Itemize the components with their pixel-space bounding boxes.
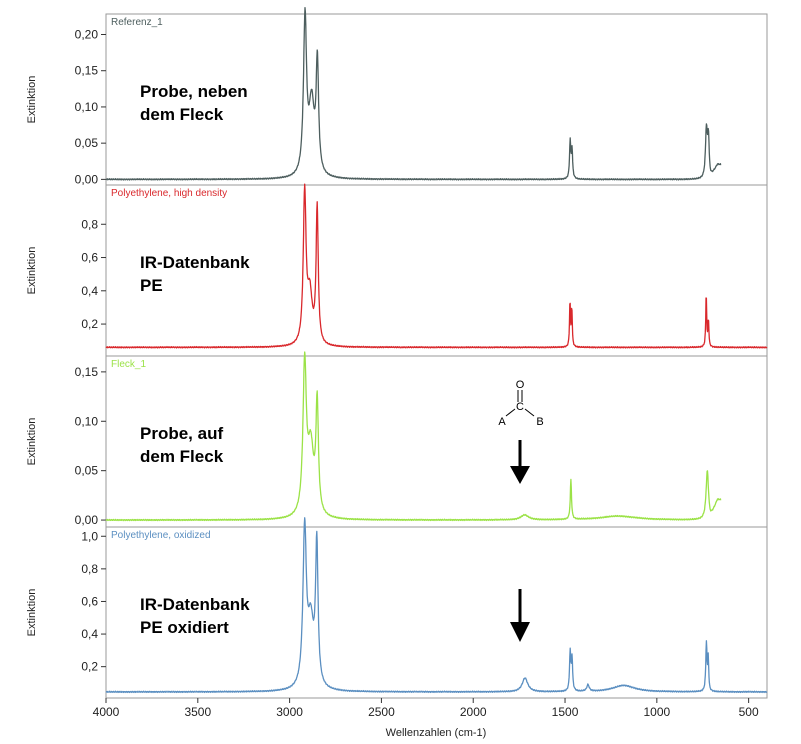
spectrum-panel: 0,00 0,05 0,10 0,15 0,20 Extinktion Referenz_1…	[26, 7, 768, 186]
bond-left	[505, 408, 516, 417]
carbonyl-structure: O C A B	[498, 379, 543, 428]
down-arrow-icon	[510, 440, 530, 484]
y-tick-label: 0,6	[81, 251, 98, 265]
down-arrow-icon	[510, 589, 530, 642]
y-axis-label: Extinktion	[26, 247, 38, 295]
spectrum-panel: 0,00 0,05 0,10 0,15 Extinktion Fleck_1 Probe, …	[26, 351, 768, 528]
spectrum-line	[105, 7, 722, 181]
panel-frame	[105, 526, 768, 699]
y-tick-label: 0,8	[81, 217, 98, 231]
series-name-label: Referenz_1	[111, 17, 163, 28]
panel-annotation-line: dem Fleck	[140, 105, 224, 124]
atom-label-a: A	[498, 416, 506, 428]
spectrum-panel: 0,2 0,4 0,6 0,8 Extinktion Polyethylene, high…	[26, 183, 768, 357]
y-axis-label: Extinktion	[26, 589, 38, 637]
panel-annotation-line: PE oxidiert	[140, 618, 229, 637]
y-tick-label: 0,4	[81, 284, 98, 298]
y-tick-label: 0,05	[75, 136, 99, 150]
x-axis: 4000 3500 3000 2500 2000 1500 1000 500	[93, 698, 759, 719]
series-name-label: Polyethylene, high density	[111, 188, 227, 199]
y-tick-label: 0,4	[81, 627, 98, 641]
x-tick-label: 4000	[93, 705, 120, 719]
series-name-label: Polyethylene, oxidized	[111, 530, 211, 541]
y-tick-label: 0,2	[81, 660, 98, 674]
spectrum-panel: 0,2 0,4 0,6 0,8 1,0 Extinktion Polyethylene, o…	[26, 517, 768, 699]
atom-label-o: O	[516, 379, 525, 391]
atom-label-c: C	[516, 401, 524, 413]
y-tick-label: 0,8	[81, 562, 98, 576]
spectrum-line	[105, 517, 768, 694]
y-tick-label: 0,00	[75, 172, 99, 186]
x-tick-label: 2000	[460, 705, 487, 719]
y-tick-label: 0,6	[81, 594, 98, 608]
bond-right	[524, 408, 535, 417]
x-tick-label: 1000	[643, 705, 670, 719]
y-tick-label: 0,10	[75, 100, 99, 114]
panel-annotation-line: Probe, auf	[140, 424, 223, 443]
y-tick-label: 0,20	[75, 27, 99, 41]
x-tick-label: 500	[739, 705, 759, 719]
y-tick-label: 0,10	[75, 414, 99, 428]
y-tick-label: 0,00	[75, 513, 99, 527]
y-tick-label: 0,15	[75, 64, 99, 78]
panel-annotation-line: IR-Datenbank	[140, 253, 250, 272]
y-tick-label: 0,2	[81, 317, 98, 331]
panel-annotation-line: PE	[140, 276, 163, 295]
spectrum-line	[105, 351, 722, 522]
panel-annotation-line: IR-Datenbank	[140, 595, 250, 614]
x-tick-label: 3000	[276, 705, 303, 719]
y-tick-label: 0,05	[75, 464, 99, 478]
y-tick-label: 1,0	[81, 529, 98, 543]
spectrum-line	[105, 183, 768, 349]
y-axis-label: Extinktion	[26, 76, 38, 124]
panel-annotation-line: dem Fleck	[140, 447, 224, 466]
x-tick-label: 3500	[184, 705, 211, 719]
panel-annotation-line: Probe, neben	[140, 82, 248, 101]
atom-label-b: B	[536, 416, 543, 428]
spectrum-panels: 0,00 0,05 0,10 0,15 0,20 Extinktion Referenz_1…	[26, 7, 768, 699]
x-axis-label: Wellenzahlen (cm-1)	[386, 727, 487, 739]
series-name-label: Fleck_1	[111, 359, 146, 370]
x-tick-label: 1500	[552, 705, 579, 719]
y-tick-label: 0,15	[75, 365, 99, 379]
x-tick-label: 2500	[368, 705, 395, 719]
y-axis-label: Extinktion	[26, 418, 38, 466]
